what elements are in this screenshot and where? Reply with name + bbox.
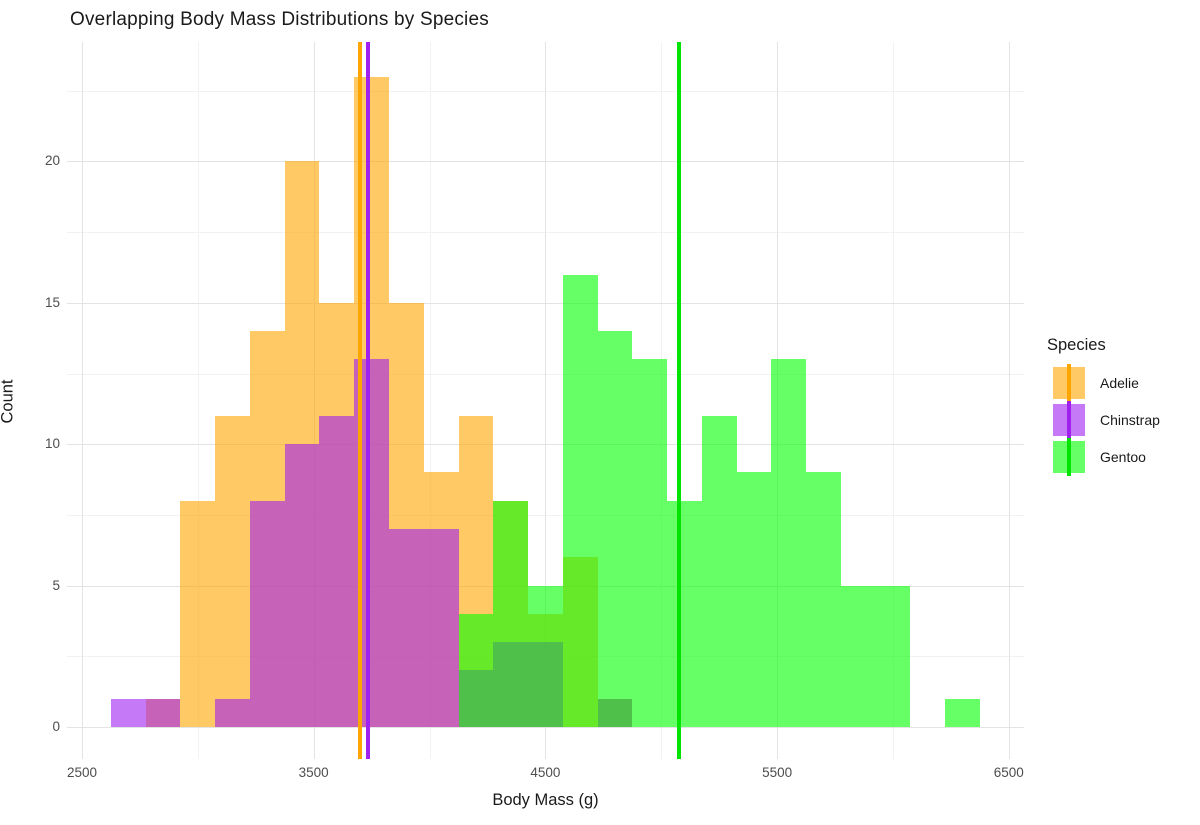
histogram-bar-chinstrap: [145, 698, 181, 727]
x-major-gridline: [82, 42, 83, 759]
legend-key-line-gentoo: [1067, 438, 1071, 476]
x-tick-label: 2500: [66, 765, 98, 780]
legend: Species Adelie Chinstrap Gentoo: [1047, 336, 1197, 478]
histogram-bar-gentoo: [528, 585, 563, 727]
histogram-bar-gentoo: [840, 585, 876, 727]
legend-key-swatch-gentoo: [1053, 438, 1085, 476]
histogram-bar-chinstrap: [319, 415, 355, 727]
x-major-gridline: [545, 42, 547, 759]
legend-label-chinstrap: Chinstrap: [1100, 412, 1160, 428]
histogram-bar-chinstrap: [249, 500, 285, 727]
y-tick-label: 15: [44, 294, 60, 310]
histogram-bar-gentoo: [632, 359, 668, 727]
legend-item-chinstrap: Chinstrap: [1047, 401, 1197, 439]
y-tick-label: 20: [44, 153, 60, 169]
histogram-bar-gentoo: [597, 331, 633, 727]
histogram-bar-chinstrap: [110, 698, 146, 727]
y-axis-title: Count: [0, 379, 17, 424]
mean-line-chinstrap: [365, 42, 370, 759]
x-minor-gridline: [892, 42, 894, 759]
y-major-gridline: [67, 161, 1024, 163]
legend-key-line-adelie: [1067, 364, 1071, 402]
histogram-bar-gentoo: [667, 500, 702, 727]
histogram-bar-gentoo: [945, 698, 980, 727]
mean-line-adelie: [358, 42, 363, 759]
histogram-bar-gentoo: [493, 500, 529, 727]
y-major-gridline: [67, 444, 1024, 446]
histogram-bar-gentoo: [458, 613, 494, 727]
histogram-bar-chinstrap: [423, 529, 459, 727]
legend-title: Species: [1047, 336, 1106, 354]
histogram-bar-gentoo: [562, 274, 598, 727]
x-minor-gridline: [429, 42, 431, 759]
legend-item-gentoo: Gentoo: [1047, 438, 1197, 476]
histogram-bar-chinstrap: [389, 529, 424, 727]
legend-label-adelie: Adelie: [1100, 375, 1139, 391]
mean-line-gentoo: [676, 42, 681, 759]
chart-title: Overlapping Body Mass Distributions by S…: [70, 9, 489, 30]
x-axis-title: Body Mass (g): [492, 791, 599, 809]
histogram-bar-adelie: [215, 415, 250, 727]
histogram-bar-gentoo: [806, 472, 841, 727]
y-tick-label: 10: [44, 436, 60, 452]
x-tick-label: 3500: [298, 765, 329, 780]
x-minor-gridline: [197, 42, 199, 759]
x-tick-label: 6500: [993, 765, 1024, 780]
x-major-gridline: [1008, 42, 1010, 759]
histogram-bar-gentoo: [875, 585, 911, 727]
histogram-bar-gentoo: [701, 415, 737, 727]
histogram-bar-chinstrap: [215, 698, 250, 727]
x-tick-label: 4500: [530, 765, 561, 780]
legend-key-swatch-adelie: [1053, 364, 1085, 402]
histogram-bar-adelie: [180, 500, 216, 727]
legend-key-line-chinstrap: [1067, 401, 1071, 439]
y-major-gridline: [67, 302, 1024, 304]
histogram-bar-gentoo: [736, 472, 772, 727]
y-tick-label: 0: [52, 719, 60, 734]
histogram-bar-chinstrap: [284, 444, 320, 727]
histogram-bar-gentoo: [771, 359, 807, 727]
y-tick-label: 5: [52, 577, 60, 593]
x-tick-label: 5500: [762, 765, 793, 780]
legend-key-swatch-chinstrap: [1053, 401, 1085, 439]
legend-item-adelie: Adelie: [1047, 364, 1197, 402]
legend-label-gentoo: Gentoo: [1100, 449, 1146, 465]
y-major-gridline: [67, 727, 1024, 728]
